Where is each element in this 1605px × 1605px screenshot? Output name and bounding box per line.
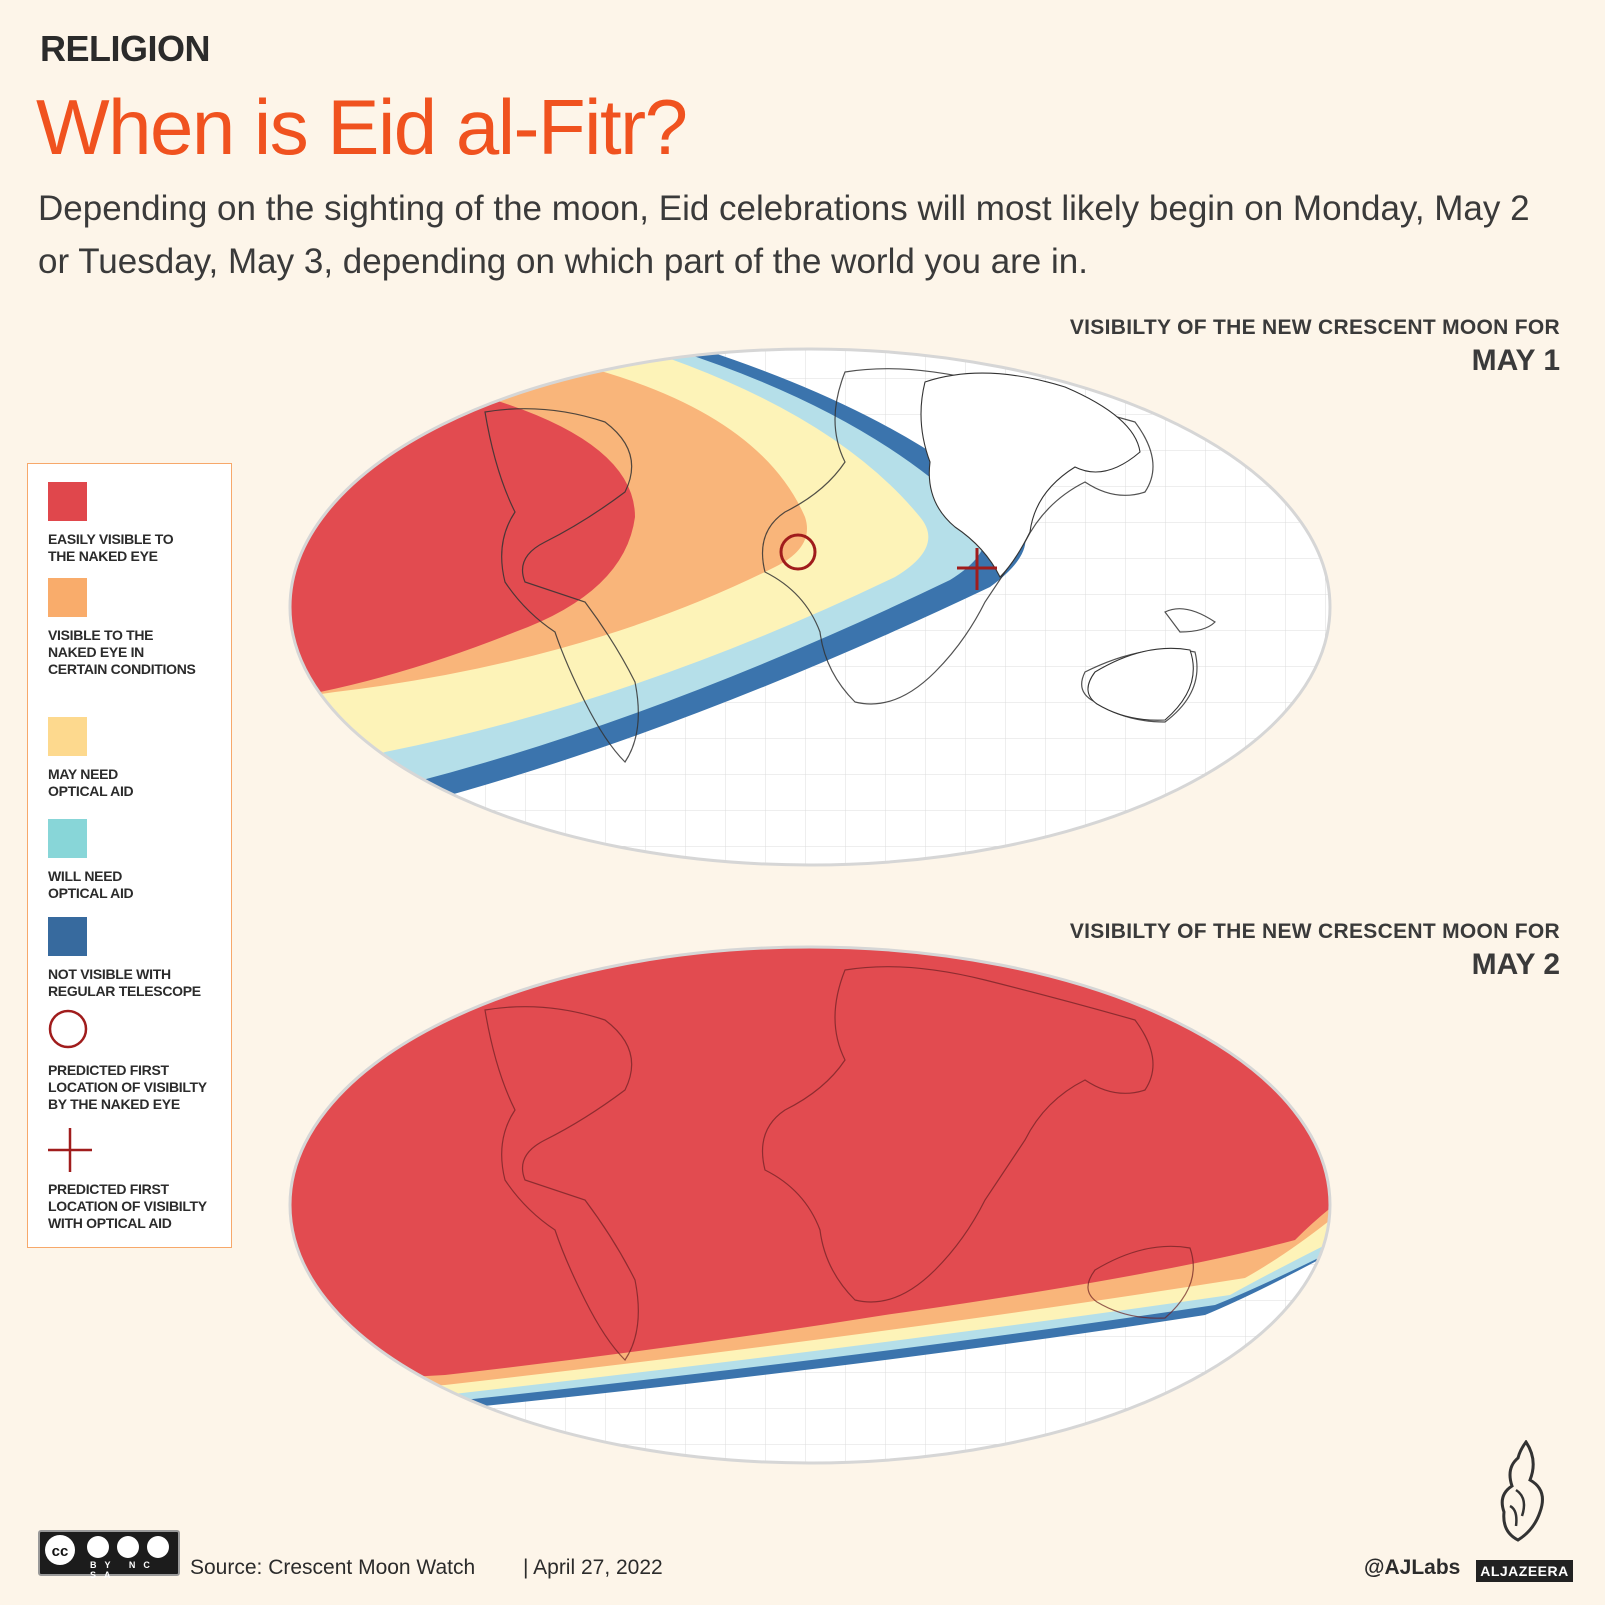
map-may-1	[288, 347, 1332, 867]
legend-label: NOT VISIBLE WITH REGULAR TELESCOPE	[48, 966, 201, 999]
legend-swatch-yellow	[48, 717, 87, 756]
optical-aid-location-marker	[957, 548, 997, 590]
band-easily-visible	[290, 947, 1330, 1385]
legend-label: MAY NEED OPTICAL AID	[48, 766, 134, 799]
dek: Depending on the sighting of the moon, E…	[38, 189, 1530, 281]
australia-outline	[1087, 647, 1194, 721]
aljazeera-wordmark: ALJAZEERA	[1476, 1560, 1573, 1582]
legend-swatch-blue	[48, 917, 87, 956]
legend-item-optical-aid-location: PREDICTED FIRST LOCATION OF VISIBILTY WI…	[48, 1126, 228, 1232]
legend: EASILY VISIBLE TO THE NAKED EYE VISIBLE …	[27, 463, 232, 1248]
map1-heading-text: VISIBILTY OF THE NEW CRESCENT MOON FOR	[1069, 316, 1560, 339]
legend-item-may-need-optical: MAY NEED OPTICAL AID	[48, 717, 228, 800]
legend-item-not-visible: NOT VISIBLE WITH REGULAR TELESCOPE	[48, 917, 228, 1000]
cross-marker-icon	[48, 1128, 92, 1172]
legend-swatch-orange	[48, 578, 87, 617]
aljazeera-logo-icon	[1500, 1440, 1544, 1542]
map1-heading: VISIBILTY OF THE NEW CRESCENT MOON FOR M…	[1070, 316, 1560, 378]
source-credit: Source: Crescent Moon Watch	[190, 1556, 476, 1579]
map2-heading-text: VISIBILTY OF THE NEW CRESCENT MOON FOR	[1069, 920, 1560, 943]
legend-item-certain-conditions: VISIBLE TO THE NAKED EYE IN CERTAIN COND…	[48, 578, 228, 678]
svg-text:cc: cc	[52, 1543, 69, 1560]
map2-heading: VISIBILTY OF THE NEW CRESCENT MOON FOR M…	[1070, 920, 1560, 982]
legend-item-easily-visible: EASILY VISIBLE TO THE NAKED EYE	[48, 482, 228, 565]
legend-label: WILL NEED OPTICAL AID	[48, 868, 134, 901]
legend-item-naked-eye-location: PREDICTED FIRST LOCATION OF VISIBILTY BY…	[48, 1009, 228, 1113]
legend-swatch-red	[48, 482, 87, 521]
legend-swatch-cyan	[48, 819, 87, 858]
map-may-2	[288, 945, 1332, 1465]
circle-marker-icon	[48, 1009, 88, 1049]
legend-label: VISIBLE TO THE NAKED EYE IN CERTAIN COND…	[48, 627, 196, 677]
legend-label: EASILY VISIBLE TO THE NAKED EYE	[48, 531, 174, 564]
publish-date: | April 27, 2022	[523, 1556, 663, 1579]
globe-rim	[288, 945, 1332, 1465]
cc-license-icon: cc	[45, 1535, 169, 1565]
land-unshaded	[920, 372, 1141, 578]
page-title: When is Eid al-Fitr?	[36, 83, 688, 171]
legend-label: PREDICTED FIRST LOCATION OF VISIBILTY WI…	[48, 1181, 207, 1231]
continent-outlines	[484, 966, 1194, 1361]
ajlabs-handle: @AJLabs	[1364, 1556, 1461, 1579]
map2-date: MAY 2	[1471, 948, 1560, 981]
legend-item-will-need-optical: WILL NEED OPTICAL AID	[48, 819, 228, 902]
cc-license-text: BY NC SA	[90, 1560, 158, 1580]
globe-rim	[288, 347, 1332, 867]
map1-date: MAY 1	[1471, 344, 1560, 377]
creative-commons-badge: cc BY NC SA	[38, 1530, 180, 1580]
naked-eye-location-marker	[779, 533, 817, 571]
legend-label: PREDICTED FIRST LOCATION OF VISIBILTY BY…	[48, 1062, 207, 1112]
kicker: RELIGION	[40, 28, 211, 69]
